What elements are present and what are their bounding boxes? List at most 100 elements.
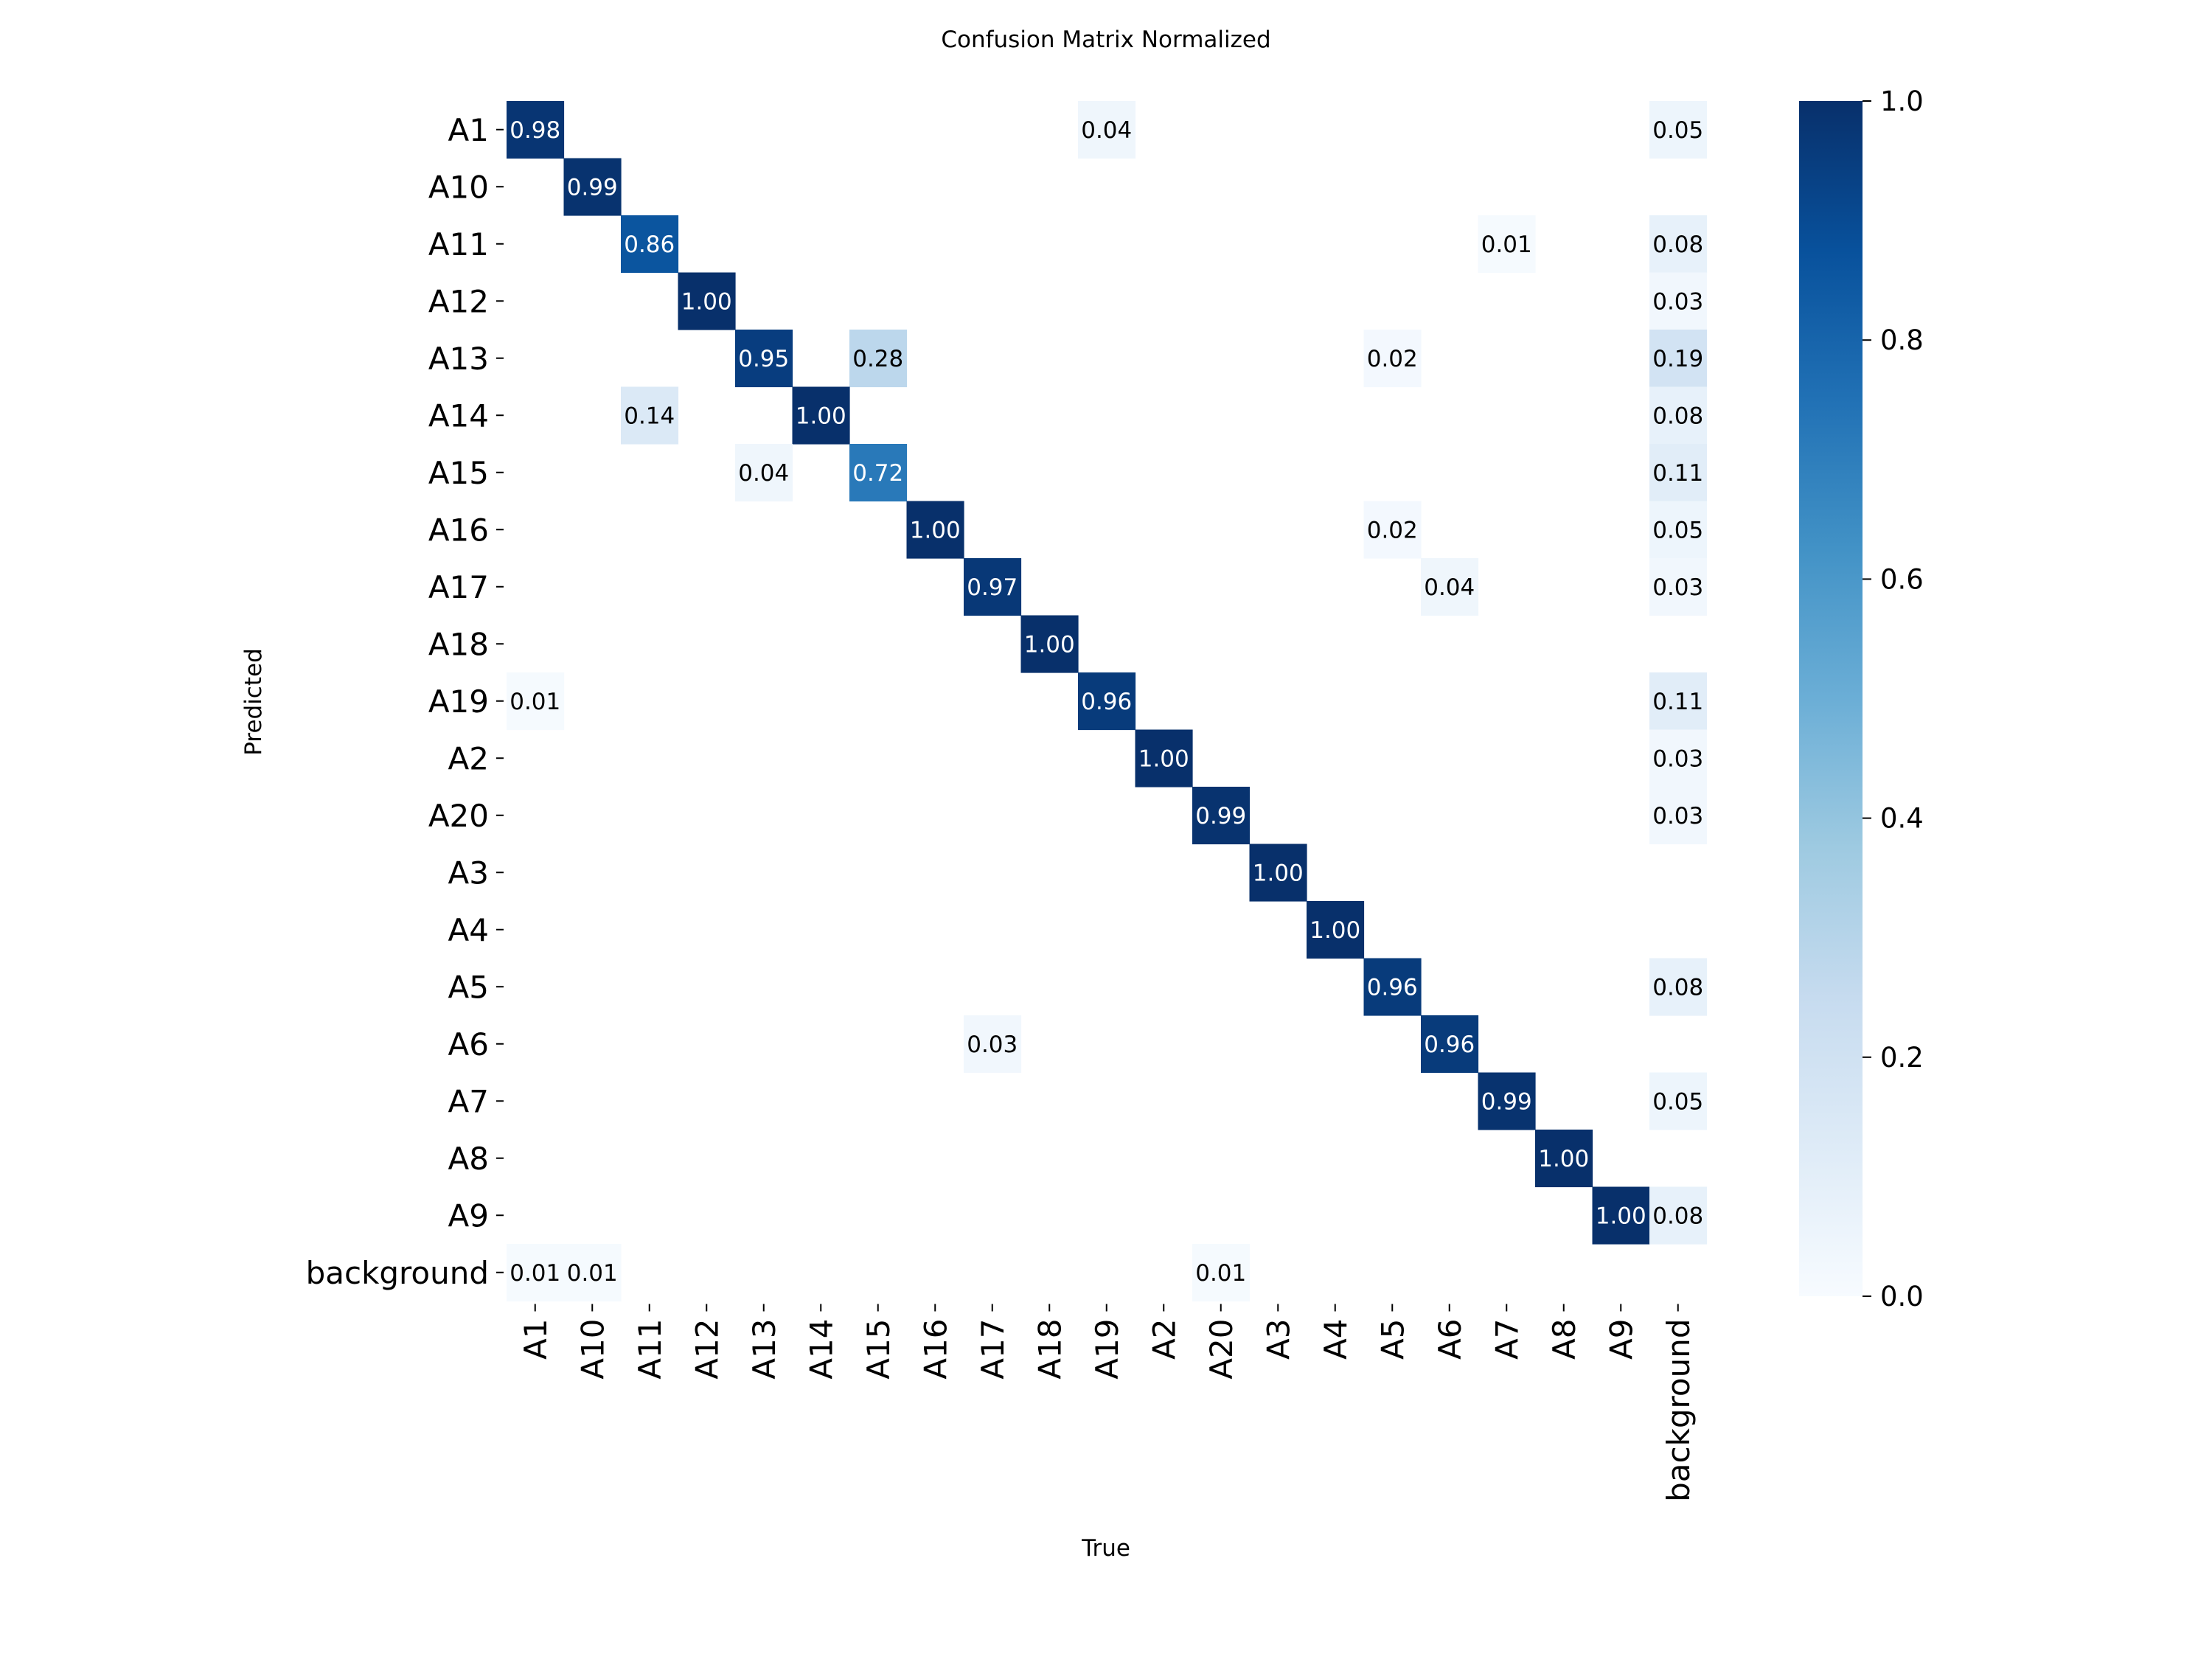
y-tick-label: A5 [448,969,489,1005]
x-tick-label: A5 [1374,1319,1411,1360]
y-tick-label: A14 [428,397,489,434]
heatmap-cell [1649,215,1708,274]
cell-value-label: 0.14 [624,403,675,429]
cell-value-label: 0.05 [1652,1088,1703,1115]
heatmap-cell [1649,958,1708,1016]
heatmap-cell [1421,1015,1479,1074]
cell-value-label: 0.97 [967,574,1018,601]
heatmap-cell [906,501,964,559]
cell-value-label: 0.01 [567,1260,618,1287]
colorbar-tick-label: 0.4 [1880,803,1924,835]
cell-value-label: 0.02 [1367,346,1418,372]
cell-value-label: 0.99 [567,174,618,201]
cell-value-label: 1.00 [681,288,732,315]
cell-value-label: 0.72 [852,460,903,487]
heatmap-cell [1363,958,1422,1016]
heatmap-cell [1649,1072,1708,1130]
cell-value-label: 0.99 [1195,803,1246,830]
heatmap-cell [621,215,679,274]
heatmap-grid: 0.98 0.04 0.050.990.86 0.01 0.081.00 0.030.95… [507,101,1708,1302]
cell-value-label: 0.86 [624,232,675,258]
heatmap-cell [1649,787,1708,845]
x-tick-label: A11 [632,1319,668,1380]
heatmap-cell [507,1244,565,1302]
x-tick-label: A13 [746,1319,782,1380]
cell-value-label: 0.96 [1424,1032,1475,1058]
cell-value-label: 0.03 [967,1032,1018,1058]
cell-value-label: 0.03 [1652,574,1703,601]
heatmap-cell [792,386,850,445]
y-tick-label: A19 [428,684,489,720]
colorbar-tick-label: 0.6 [1880,563,1924,595]
x-tick-label: background [1660,1319,1697,1502]
y-tick-label: A2 [448,740,489,776]
cell-value-label: 0.99 [1481,1088,1532,1115]
cell-value-label: 1.00 [1138,745,1189,772]
cell-value-label: 0.96 [1081,689,1132,715]
colorbar-tick-label: 0.2 [1880,1042,1924,1074]
cell-value-label: 0.11 [1652,460,1703,487]
x-tick-label: A10 [574,1319,611,1380]
cell-value-label: 0.01 [509,689,560,715]
heatmap-cell [849,444,908,502]
y-tick-label: A10 [428,169,489,205]
x-tick-label: A12 [689,1319,725,1380]
cell-value-label: 0.95 [738,346,789,372]
cell-value-label: 0.19 [1652,346,1703,372]
x-tick-label: A3 [1260,1319,1296,1360]
y-tick-label: A18 [428,626,489,662]
heatmap-cell [1478,1072,1536,1130]
y-tick-label: A9 [448,1197,489,1234]
x-tick-label: A16 [917,1319,953,1380]
y-tick-label: A6 [448,1026,489,1062]
x-axis-label: True [1081,1535,1130,1562]
cell-value-label: 0.01 [1481,232,1532,258]
heatmap-cell [1192,1244,1251,1302]
y-tick-label: A4 [448,912,489,948]
x-tick-label: A14 [803,1319,839,1380]
heatmap-cell [1192,787,1251,845]
cell-value-label: 0.28 [852,346,903,372]
heatmap-cell [1478,215,1536,274]
y-tick-label: A7 [448,1083,489,1119]
cell-value-label: 0.01 [509,1260,560,1287]
x-tick-label: A8 [1546,1319,1582,1360]
cell-value-label: 0.03 [1652,745,1703,772]
heatmap-cell [507,101,565,159]
colorbar-tick-label: 0.8 [1880,324,1924,356]
heatmap-cell [1592,1186,1650,1245]
colorbar-gradient [1799,101,1863,1296]
y-tick-label: A3 [448,855,489,891]
colorbar: 0.0 0.2 0.4 0.6 0.8 1.0 [1799,86,1924,1312]
cell-value-label: 0.96 [1367,974,1418,1001]
cell-value-label: 1.00 [1538,1146,1589,1172]
cell-value-label: 0.08 [1652,1203,1703,1229]
cell-value-label: 1.00 [796,403,846,429]
heatmap-cell [1649,729,1708,787]
cell-value-label: 0.04 [1081,117,1132,144]
heatmap-cell [1649,330,1708,388]
heatmap-cell [507,672,565,731]
x-tick-label: A2 [1146,1319,1182,1360]
heatmap-cell [964,558,1022,616]
x-tick-label: A9 [1603,1319,1639,1360]
y-tick-label: A15 [428,455,489,491]
heatmap-cell [621,386,679,445]
cell-value-label: 0.98 [509,117,560,144]
y-tick-label: A16 [428,512,489,548]
cell-value-label: 0.05 [1652,117,1703,144]
cell-value-label: 1.00 [1310,917,1360,944]
heatmap-cell [1535,1130,1593,1188]
heatmap-cell [1649,558,1708,616]
cell-value-label: 1.00 [910,517,961,543]
x-tick-label: A19 [1089,1319,1125,1380]
cell-value-label: 0.01 [1195,1260,1246,1287]
x-tick-label: A18 [1032,1319,1068,1380]
x-tick-label: A20 [1203,1319,1239,1380]
chart-title: Confusion Matrix Normalized [941,27,1270,53]
cell-value-label: 0.03 [1652,288,1703,315]
cell-value-label: 1.00 [1596,1203,1646,1229]
y-tick-label: A8 [448,1141,489,1177]
heatmap-cell [1421,558,1479,616]
